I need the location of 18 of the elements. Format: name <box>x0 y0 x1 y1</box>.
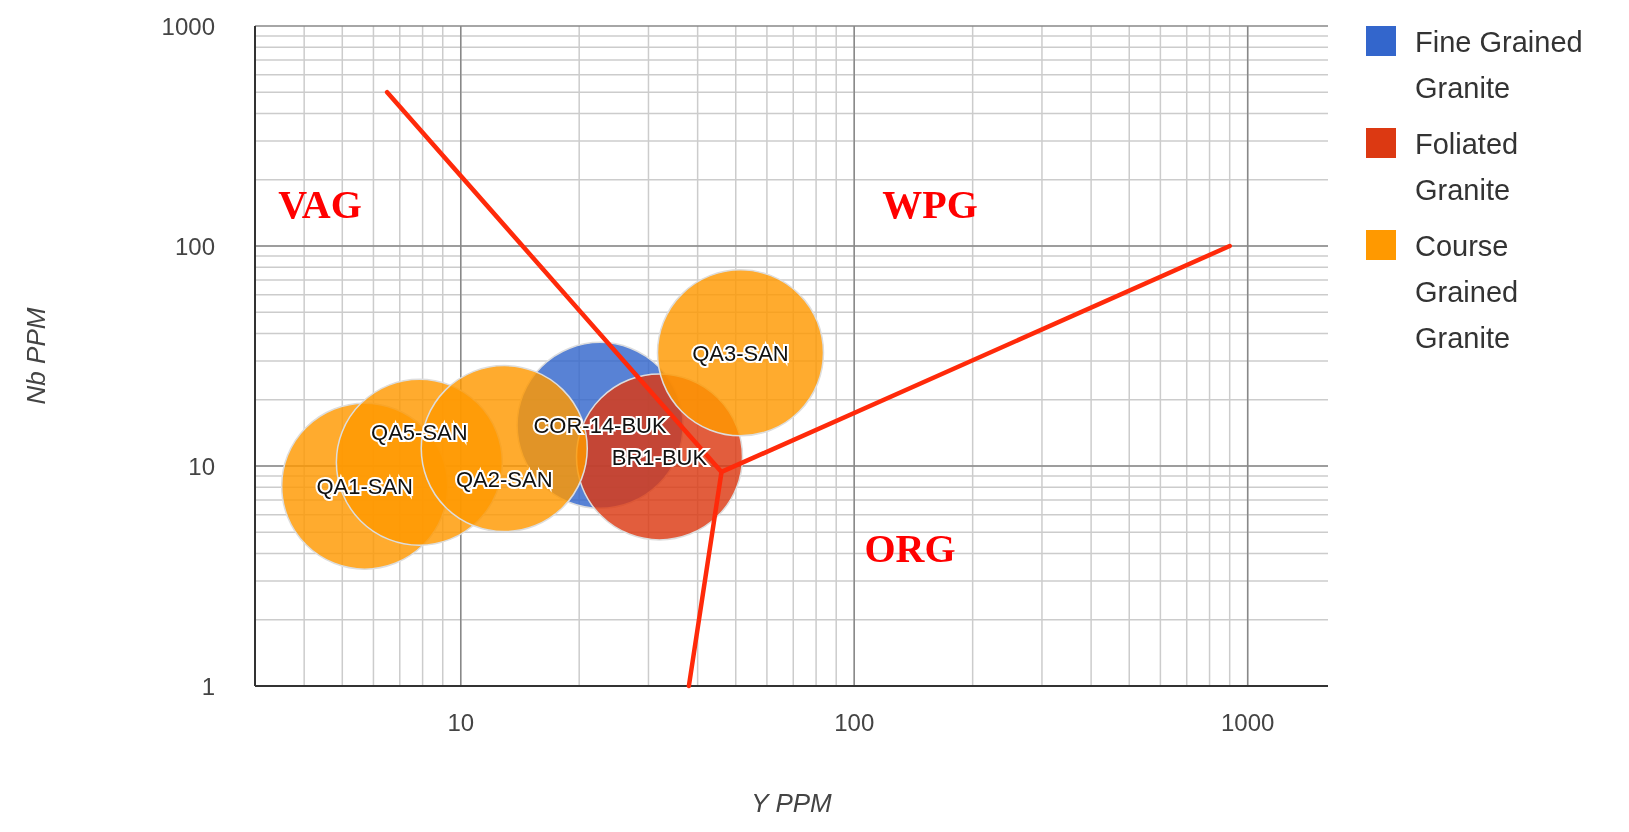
y-axis-title: Nb PPM <box>21 307 51 405</box>
y-tick-label: 10 <box>188 453 215 480</box>
x-tick-label: 10 <box>447 709 475 736</box>
y-tick-label: 1 <box>201 673 215 700</box>
annotation: VAG <box>278 182 362 227</box>
annotation: BR1-BUK <box>611 444 708 470</box>
y-tick-label: 1000 <box>161 13 215 40</box>
x-axis-title: Y PPM <box>751 788 833 818</box>
x-tick-label: 1000 <box>1220 709 1275 736</box>
x-tick-label: 100 <box>834 709 875 736</box>
annotation: QA2-SAN <box>455 466 553 492</box>
annotation: ORG <box>864 526 956 571</box>
annotation: QA3-SAN <box>692 340 789 366</box>
legend-label: Fine Grained Granite <box>1415 26 1583 104</box>
legend-label: Course Grained Granite <box>1415 230 1519 354</box>
annotation: WPG <box>882 182 978 227</box>
y-tick-label: 100 <box>174 233 215 260</box>
legend-label: Foliated Granite <box>1415 128 1519 206</box>
